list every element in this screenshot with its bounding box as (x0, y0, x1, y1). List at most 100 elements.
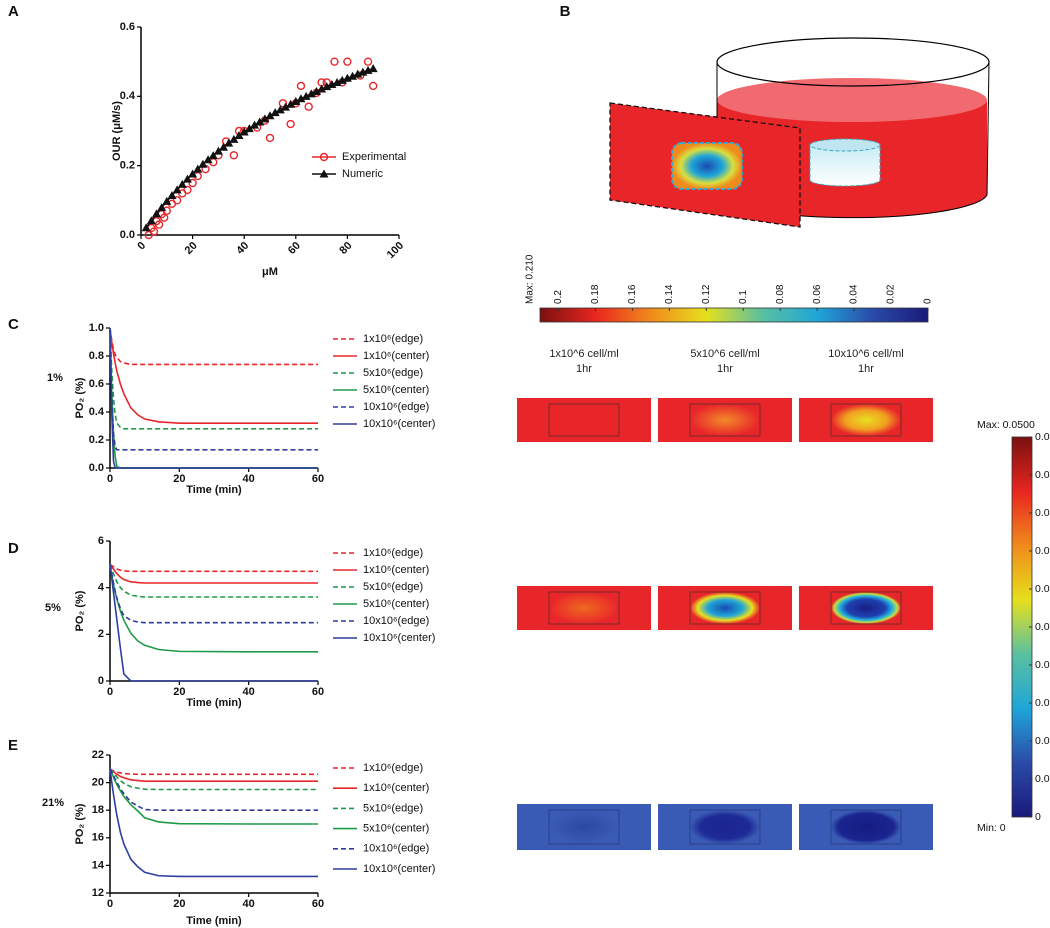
colorbar-tick-label: 0.04 (1035, 507, 1050, 519)
colorbar-tick-label: 0.025 (1035, 621, 1050, 633)
legend-label: 5x10⁶(center) (363, 823, 429, 835)
y-tick-label: 1.0 (89, 322, 104, 334)
marker (353, 69, 363, 78)
marker (250, 120, 260, 129)
annotation: 5% (45, 602, 61, 614)
marker (368, 64, 378, 73)
legend-label: 10x10⁶(center) (363, 863, 435, 875)
marker (208, 151, 218, 160)
column-header: 10x10^6 cell/ml (828, 348, 903, 360)
y-tick-label: 22 (92, 749, 104, 761)
marker (369, 81, 378, 91)
marker (322, 82, 332, 91)
marker (154, 220, 164, 229)
marker (229, 134, 239, 143)
marker (265, 111, 275, 120)
series-line (109, 327, 318, 430)
legend-label: Experimental (342, 151, 406, 163)
legend-label: 1x10⁶(edge) (363, 333, 423, 345)
panel-letter: B (560, 3, 571, 20)
y-tick-label: 4 (98, 582, 105, 594)
annotation: 1% (47, 372, 63, 384)
marker (151, 209, 161, 218)
marker (149, 227, 159, 236)
marker (327, 80, 337, 89)
x-axis-label: Time (min) (186, 484, 242, 496)
marker (286, 99, 296, 108)
column-header: 1x10^6 cell/ml (549, 348, 618, 360)
x-tick-label: 80 (337, 240, 354, 257)
marker (162, 196, 172, 205)
panel-letter: A (8, 3, 19, 20)
legend-marker (319, 152, 329, 162)
series-line (109, 327, 318, 469)
marker (265, 133, 275, 143)
marker (157, 203, 167, 212)
y-axis-label: PO₂ (%) (74, 377, 86, 418)
legend-label: 5x10⁶(edge) (363, 367, 423, 379)
series-line (145, 67, 374, 229)
colorbar (539, 307, 929, 323)
colorbar-tick-label: 0.005 (1035, 773, 1050, 785)
legend-label: 5x10⁶(edge) (363, 581, 423, 593)
marker (301, 91, 311, 100)
y-tick-label: 14 (92, 859, 105, 871)
marker (183, 185, 192, 195)
legend-label: 10x10⁶(center) (363, 418, 435, 430)
heatmap-cells (517, 398, 933, 850)
y-tick-label: 0 (98, 675, 104, 687)
y-tick-label: 0.2 (120, 160, 135, 172)
marker (172, 185, 182, 194)
marker (363, 57, 373, 66)
y-tick-label: 0.0 (89, 462, 104, 474)
marker (348, 71, 358, 80)
x-axis-label: Time (min) (186, 915, 242, 927)
series-line (109, 564, 318, 682)
x-tick-label: 60 (312, 686, 324, 698)
series-line (109, 564, 318, 653)
panel-letter: D (8, 540, 19, 557)
marker (296, 94, 306, 103)
y-tick-label: 6 (98, 535, 104, 547)
series-line (109, 563, 318, 584)
column-header: 5x10^6 cell/ml (690, 348, 759, 360)
marker (160, 213, 169, 222)
marker (255, 117, 265, 126)
y-tick-label: 0.2 (89, 434, 104, 446)
marker (311, 86, 321, 95)
series-line (109, 564, 318, 624)
colorbar-tick-label: 0 (1035, 811, 1041, 823)
x-tick-label: 40 (243, 686, 255, 698)
marker (188, 169, 198, 178)
marker (343, 57, 352, 66)
marker (278, 99, 288, 108)
marker (317, 84, 327, 93)
colorbar-subtitle: Min: 0 (977, 822, 1006, 834)
annotation: 21% (42, 797, 64, 809)
legend-label: 1x10⁶(edge) (363, 762, 423, 774)
colorbar-title: Max: 0.210 (525, 254, 536, 304)
marker (213, 146, 223, 155)
series-line (109, 327, 318, 366)
marker (244, 124, 254, 133)
marker (146, 216, 156, 225)
marker (167, 190, 177, 199)
colorbar-tick-label: 0.04 (849, 284, 860, 304)
legend-label: 10x10⁶(edge) (363, 843, 429, 855)
x-tick-label: 0 (135, 240, 148, 253)
x-tick-label: 20 (183, 240, 200, 257)
colorbar-tick-label: 0.015 (1035, 697, 1050, 709)
colorbar-tick-label: 0.02 (1035, 659, 1050, 671)
marker (224, 138, 234, 147)
y-axis-label: PO₂ (%) (74, 803, 86, 844)
series-line (109, 768, 318, 825)
colorbar-tick-label: 0.14 (664, 284, 675, 304)
y-tick-label: 20 (92, 777, 104, 789)
legend-label: 10x10⁶(edge) (363, 401, 429, 413)
marker (172, 196, 182, 205)
legend-label: 5x10⁶(edge) (363, 802, 423, 814)
colorbar-tick-label: 0.035 (1035, 545, 1050, 557)
y-tick-label: 0.6 (120, 21, 135, 33)
y-axis-label: PO₂ (%) (74, 590, 86, 631)
